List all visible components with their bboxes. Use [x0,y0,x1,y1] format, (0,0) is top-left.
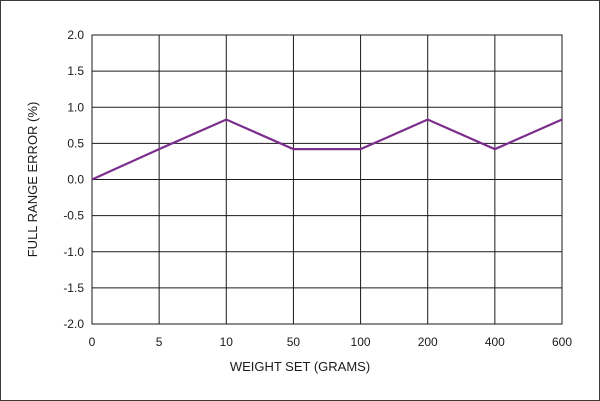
x-tick-label: 400 [485,335,505,349]
y-tick-label: -1.5 [63,281,84,295]
series-layer [91,118,563,181]
y-tick-label: -0.5 [63,209,84,223]
y-tick-label: 0.0 [67,173,84,187]
y-axis-ticks: 2.0 1.5 1.0 0.5 0.0 -0.5 -1.0 -1.5 -2.0 [63,28,84,331]
x-tick-label: 50 [287,335,301,349]
y-axis-title: FULL RANGE ERROR (%) [25,102,40,258]
y-tick-label: -2.0 [63,317,84,331]
grid [91,34,563,325]
x-tick-label: 200 [418,335,438,349]
x-tick-label: 5 [156,335,163,349]
x-axis-ticks: 0 5 10 50 100 200 400 600 [89,335,573,349]
x-tick-label: 100 [351,335,371,349]
y-tick-label: -1.0 [63,245,84,259]
x-axis-title: WEIGHT SET (GRAMS) [230,359,370,374]
x-tick-label: 10 [220,335,234,349]
series-line [91,118,563,181]
y-tick-label: 0.5 [67,136,84,150]
y-tick-label: 1.0 [67,100,84,114]
y-tick-label: 2.0 [67,28,84,42]
y-tick-label: 1.5 [67,64,84,78]
x-tick-label: 600 [552,335,572,349]
x-tick-label: 0 [89,335,96,349]
